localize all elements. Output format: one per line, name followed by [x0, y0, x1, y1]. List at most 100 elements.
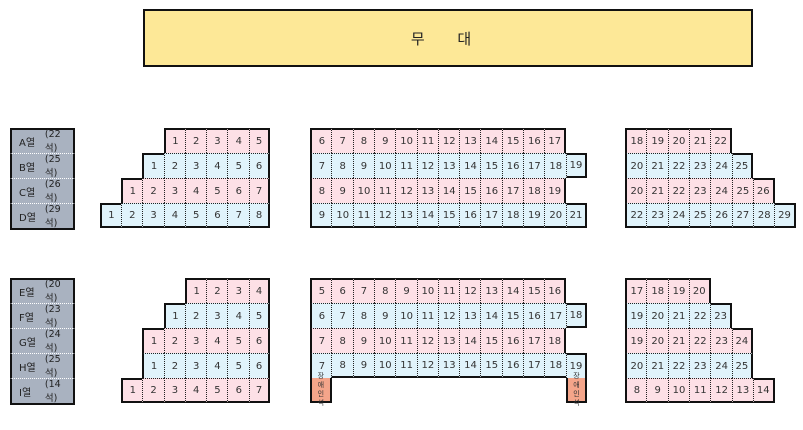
seat[interactable]: 9 — [352, 153, 375, 178]
seat[interactable]: 20 — [646, 303, 669, 328]
seat[interactable]: 22 — [710, 128, 732, 153]
seat[interactable]: 14 — [752, 378, 775, 403]
seat[interactable]: 26 — [752, 178, 775, 203]
seat[interactable]: 12 — [416, 153, 439, 178]
seat[interactable]: 20 — [625, 178, 647, 203]
seat[interactable]: 15 — [523, 278, 545, 303]
seat[interactable]: 1 — [163, 303, 186, 328]
seat[interactable]: 23 — [646, 203, 669, 228]
seat[interactable]: 3 — [227, 278, 250, 303]
seat[interactable]: 16 — [459, 203, 481, 228]
seat[interactable]: 5 — [310, 278, 332, 303]
seat[interactable]: 18 — [544, 328, 567, 353]
seat[interactable]: 3 — [206, 303, 228, 328]
seat[interactable]: 18 — [501, 203, 524, 228]
seat[interactable]: 14 — [459, 353, 481, 378]
seat[interactable]: 25 — [731, 178, 754, 203]
seat[interactable]: 6 — [227, 378, 250, 403]
seat[interactable]: 23 — [688, 353, 711, 378]
seat[interactable]: 14 — [459, 153, 481, 178]
seat[interactable]: 19 — [544, 178, 567, 203]
seat[interactable]: 16 — [523, 128, 545, 153]
seat[interactable]: 9 — [373, 128, 396, 153]
seat[interactable]: 17 — [625, 278, 647, 303]
seat[interactable]: 8 — [310, 178, 332, 203]
seat[interactable]: 19 — [565, 353, 588, 378]
seat[interactable]: 4 — [206, 153, 228, 178]
seat[interactable]: 11 — [395, 353, 417, 378]
seat[interactable]: 4 — [163, 203, 186, 228]
seat[interactable]: 15 — [459, 178, 481, 203]
seat[interactable]: 18 — [646, 278, 669, 303]
seat[interactable]: 19 — [625, 303, 647, 328]
seat[interactable]: 12 — [416, 353, 439, 378]
seat[interactable]: 6 — [248, 328, 271, 353]
seat[interactable]: 23 — [710, 303, 732, 328]
seat[interactable]: 14 — [416, 203, 439, 228]
seat[interactable]: 14 — [459, 328, 481, 353]
seat[interactable]: 15 — [437, 203, 460, 228]
seat[interactable]: 11 — [416, 128, 439, 153]
seat[interactable]: 8 — [331, 353, 354, 378]
seat[interactable]: 25 — [688, 203, 711, 228]
seat[interactable]: 15 — [501, 303, 524, 328]
seat[interactable]: 12 — [710, 378, 732, 403]
seat[interactable]: 5 — [248, 303, 271, 328]
seat[interactable]: 19 — [646, 128, 669, 153]
seat[interactable]: 15 — [480, 153, 503, 178]
seat[interactable]: 1 — [99, 203, 122, 228]
seat[interactable]: 7 — [248, 378, 271, 403]
seat[interactable]: 16 — [501, 328, 524, 353]
seat[interactable]: 1 — [120, 178, 143, 203]
seat[interactable]: 12 — [395, 178, 417, 203]
seat[interactable]: 7 — [352, 278, 375, 303]
seat[interactable]: 8 — [625, 378, 647, 403]
seat[interactable]: 11 — [416, 303, 439, 328]
seat[interactable]: 17 — [480, 203, 503, 228]
seat[interactable]: 3 — [142, 203, 164, 228]
seat[interactable]: 13 — [459, 128, 481, 153]
seat[interactable]: 8 — [373, 278, 396, 303]
seat[interactable]: 2 — [206, 278, 228, 303]
seat[interactable]: 9 — [331, 178, 354, 203]
seat[interactable]: 22 — [688, 303, 711, 328]
seat[interactable]: 10 — [373, 328, 396, 353]
seat[interactable]: 9 — [310, 203, 332, 228]
seat[interactable]: 28 — [752, 203, 775, 228]
seat[interactable]: 1 — [163, 128, 186, 153]
seat[interactable]: 27 — [731, 203, 754, 228]
seat[interactable]: 10 — [395, 303, 417, 328]
seat[interactable]: 24 — [710, 178, 732, 203]
seat[interactable]: 17 — [544, 128, 567, 153]
seat[interactable]: 22 — [667, 353, 690, 378]
seat[interactable]: 24 — [710, 353, 732, 378]
seat[interactable]: 5 — [206, 378, 228, 403]
seat[interactable]: 15 — [480, 328, 503, 353]
seat[interactable]: 14 — [480, 303, 503, 328]
seat[interactable]: 14 — [501, 278, 524, 303]
seat[interactable]: 11 — [352, 203, 375, 228]
seat[interactable]: 5 — [227, 353, 250, 378]
seat[interactable]: 20 — [544, 203, 567, 228]
seat[interactable]: 13 — [395, 203, 417, 228]
seat[interactable]: 6 — [248, 153, 271, 178]
seat[interactable]: 4 — [206, 328, 228, 353]
seat[interactable]: 7 — [331, 128, 354, 153]
seat[interactable]: 14 — [480, 128, 503, 153]
seat[interactable]: 4 — [206, 353, 228, 378]
seat[interactable]: 10 — [352, 178, 375, 203]
seat[interactable]: 13 — [480, 278, 503, 303]
seat[interactable]: 2 — [184, 303, 207, 328]
seat[interactable]: 17 — [501, 178, 524, 203]
seat[interactable]: 5 — [248, 128, 271, 153]
seat[interactable]: 9 — [646, 378, 669, 403]
seat[interactable]: 8 — [248, 203, 271, 228]
seat[interactable]: 11 — [688, 378, 711, 403]
seat[interactable]: 3 — [184, 153, 207, 178]
seat[interactable]: 18 — [565, 303, 588, 328]
seat[interactable]: 2 — [163, 353, 186, 378]
seat[interactable]: 15 — [501, 128, 524, 153]
seat[interactable]: 14 — [437, 178, 460, 203]
seat[interactable]: 13 — [437, 153, 460, 178]
accessible-seat[interactable]: 장애인석 — [565, 372, 588, 407]
